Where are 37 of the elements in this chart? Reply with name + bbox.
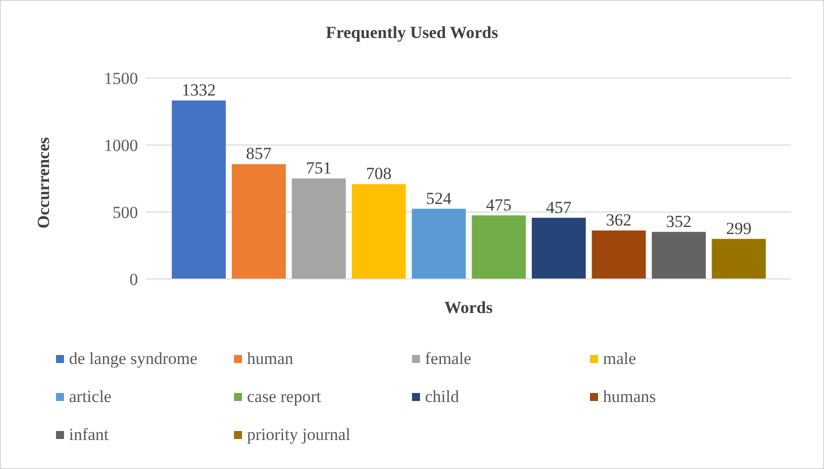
y-axis-title: Occurrences xyxy=(34,136,54,228)
bar xyxy=(352,184,406,279)
bar xyxy=(532,218,586,279)
y-tick-label: 1000 xyxy=(104,136,138,156)
bar xyxy=(412,208,466,279)
data-label: 475 xyxy=(486,195,512,214)
data-label: 457 xyxy=(546,198,572,217)
legend-label: case report xyxy=(247,387,322,407)
legend-label: humans xyxy=(603,387,656,407)
y-tick-label: 0 xyxy=(130,270,138,290)
y-tick-label: 1500 xyxy=(104,69,138,88)
legend-label: child xyxy=(425,387,459,407)
data-label: 362 xyxy=(606,210,632,230)
legend-label: article xyxy=(69,387,112,407)
data-label: 857 xyxy=(246,144,272,164)
data-label: 299 xyxy=(726,218,752,238)
chart-title: Frequently Used Words xyxy=(324,23,500,43)
bar xyxy=(592,230,646,279)
legend-label: priority journal xyxy=(247,425,350,445)
legend-label: infant xyxy=(69,425,109,445)
legend-label: female xyxy=(425,349,472,369)
legend-label: human xyxy=(247,349,294,369)
bar xyxy=(232,164,286,279)
data-label: 751 xyxy=(306,158,332,178)
bar xyxy=(172,100,226,279)
legend-label: male xyxy=(603,349,636,369)
bar xyxy=(472,215,526,279)
y-tick-label: 500 xyxy=(112,203,138,222)
data-label: 352 xyxy=(666,212,692,231)
data-label: 708 xyxy=(366,164,392,184)
bar xyxy=(292,178,346,279)
data-label: 524 xyxy=(426,188,452,208)
bar xyxy=(652,232,706,279)
data-label: 1332 xyxy=(182,80,216,100)
bar xyxy=(712,238,766,279)
x-axis-title: Words xyxy=(444,298,493,318)
legend-label: de lange syndrome xyxy=(69,349,198,369)
